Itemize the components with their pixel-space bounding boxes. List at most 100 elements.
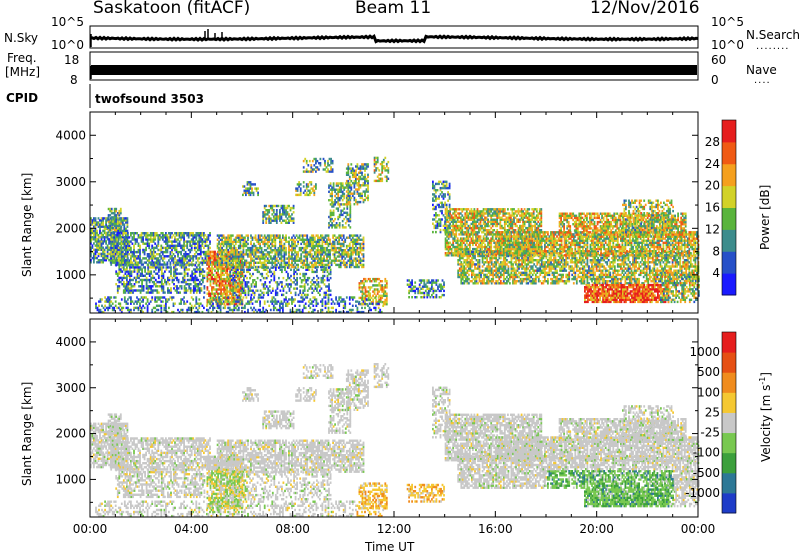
power-cell: [212, 280, 215, 283]
power-cell: [106, 219, 109, 222]
power-cell: [364, 194, 366, 197]
power-cell: [153, 264, 156, 267]
power-cell: [244, 240, 246, 243]
power-cell: [237, 240, 240, 243]
power-cell: [257, 234, 260, 237]
power-cell: [355, 304, 357, 307]
power-cell: [228, 263, 231, 267]
power-cell: [175, 263, 178, 266]
power-cell: [123, 253, 126, 256]
power-cell: [329, 276, 332, 280]
power-cell: [317, 255, 319, 258]
power-cell: [279, 219, 281, 222]
power-cell: [283, 206, 286, 210]
power-cell: [296, 283, 298, 286]
power-cell: [192, 255, 195, 258]
power-cell: [280, 265, 283, 269]
power-cell: [228, 253, 231, 256]
power-cell: [306, 289, 309, 292]
power-cell: [279, 268, 282, 271]
power-cell: [363, 303, 365, 306]
power-cell: [208, 294, 210, 297]
power-cell: [130, 232, 132, 235]
power-cell: [154, 255, 157, 258]
power-cell: [223, 288, 226, 291]
power-cell: [313, 251, 316, 254]
power-cell: [356, 265, 359, 269]
power-cell: [237, 238, 240, 241]
power-cell: [214, 254, 216, 258]
power-cell: [155, 257, 158, 260]
power-cell: [288, 263, 290, 267]
power-cell: [165, 266, 168, 269]
power-cell: [163, 257, 166, 260]
power-cell: [348, 259, 351, 262]
power-cell: [175, 248, 178, 252]
power-cell: [206, 263, 209, 266]
power-cell: [353, 234, 356, 237]
power-cell: [313, 257, 316, 260]
power-cell: [239, 263, 242, 267]
power-cell: [108, 248, 110, 251]
power-cell: [349, 213, 352, 217]
power-cell: [230, 249, 233, 252]
power-cell: [151, 238, 154, 241]
power-cell: [329, 240, 331, 243]
power-cell: [157, 257, 160, 260]
power-cell: [105, 256, 107, 260]
power-cell: [263, 211, 266, 214]
power-cell: [217, 280, 219, 283]
power-cell: [157, 248, 160, 252]
power-cell: [305, 293, 308, 297]
power-cell: [229, 292, 232, 295]
power-cell: [282, 234, 284, 237]
power-cell: [167, 291, 169, 294]
power-cell: [125, 255, 128, 258]
power-cell: [239, 251, 242, 254]
power-cell: [326, 246, 328, 250]
power-cell: [287, 276, 289, 280]
power-cell: [188, 283, 191, 286]
power-cell: [338, 304, 341, 307]
power-cell: [387, 169, 390, 172]
power-cell: [268, 268, 271, 271]
power-cell: [272, 240, 275, 243]
power-cell: [117, 306, 120, 310]
power-cell: [108, 302, 111, 305]
power-cell: [189, 250, 192, 254]
power-cell: [320, 246, 322, 250]
power-cell: [203, 287, 206, 290]
power-cell: [241, 279, 244, 282]
power-cell: [279, 289, 282, 292]
power-cell: [236, 259, 239, 262]
power-cell: [239, 255, 242, 258]
power-cell: [294, 244, 296, 248]
power-cell: [217, 256, 219, 260]
power-cell: [271, 242, 274, 246]
power-cell: [209, 242, 211, 245]
power-cell: [164, 280, 166, 284]
power-cell: [118, 223, 121, 226]
power-cell: [243, 270, 245, 274]
power-cell: [250, 246, 252, 250]
power-cell: [300, 285, 303, 288]
power-cell: [359, 257, 362, 260]
power-cell: [263, 215, 266, 218]
power-cell: [112, 223, 115, 226]
power-cell: [90, 219, 92, 222]
power-cell: [198, 289, 201, 292]
power-cell: [306, 266, 309, 269]
power-cell: [309, 298, 312, 301]
power-cell: [318, 240, 321, 243]
power-cell: [90, 231, 92, 235]
power-cell: [351, 244, 354, 248]
power-cell: [113, 306, 116, 310]
power-cell: [294, 291, 297, 294]
power-cell: [139, 236, 141, 239]
power-cell: [364, 292, 367, 295]
power-cell: [185, 280, 188, 284]
power-cell: [298, 236, 301, 239]
power-cell: [284, 268, 286, 271]
power-cell: [220, 288, 222, 291]
power-cell: [166, 250, 169, 254]
